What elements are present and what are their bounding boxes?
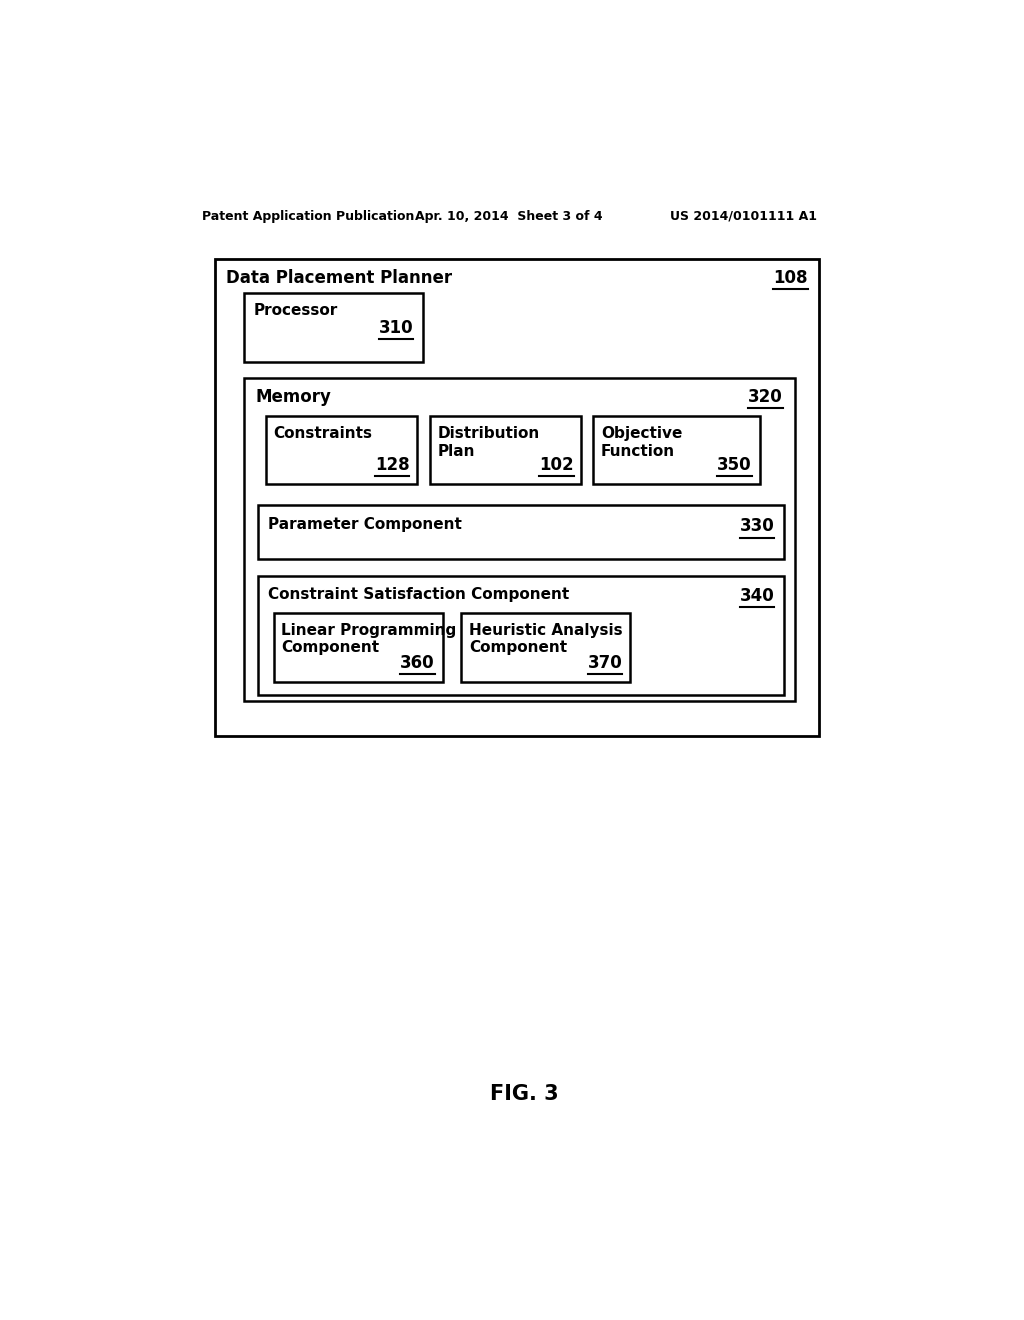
Text: 102: 102 bbox=[539, 457, 573, 474]
FancyBboxPatch shape bbox=[215, 259, 819, 737]
Text: Patent Application Publication: Patent Application Publication bbox=[202, 210, 414, 223]
Text: US 2014/0101111 A1: US 2014/0101111 A1 bbox=[671, 210, 817, 223]
FancyBboxPatch shape bbox=[258, 576, 783, 696]
Text: Constraint Satisfaction Component: Constraint Satisfaction Component bbox=[267, 586, 568, 602]
Text: 340: 340 bbox=[739, 586, 774, 605]
Text: Apr. 10, 2014  Sheet 3 of 4: Apr. 10, 2014 Sheet 3 of 4 bbox=[415, 210, 602, 223]
Text: Parameter Component: Parameter Component bbox=[267, 517, 462, 532]
Text: 108: 108 bbox=[773, 268, 808, 286]
Text: 320: 320 bbox=[749, 388, 783, 405]
Text: Heuristic Analysis
Component: Heuristic Analysis Component bbox=[469, 623, 623, 655]
Text: Data Placement Planner: Data Placement Planner bbox=[226, 268, 453, 286]
Text: 370: 370 bbox=[588, 653, 623, 672]
Text: Objective
Function: Objective Function bbox=[601, 426, 682, 459]
Text: 330: 330 bbox=[739, 517, 774, 535]
Text: FIG. 3: FIG. 3 bbox=[490, 1084, 559, 1104]
FancyBboxPatch shape bbox=[245, 293, 423, 363]
Text: 360: 360 bbox=[400, 653, 435, 672]
FancyBboxPatch shape bbox=[593, 416, 760, 484]
Text: 128: 128 bbox=[375, 457, 410, 474]
FancyBboxPatch shape bbox=[258, 506, 783, 558]
FancyBboxPatch shape bbox=[430, 416, 582, 484]
Text: Memory: Memory bbox=[256, 388, 332, 405]
Text: 310: 310 bbox=[379, 319, 414, 337]
FancyBboxPatch shape bbox=[273, 612, 442, 682]
Text: Linear Programming
Component: Linear Programming Component bbox=[282, 623, 457, 655]
FancyBboxPatch shape bbox=[266, 416, 417, 484]
FancyBboxPatch shape bbox=[461, 612, 630, 682]
Text: 350: 350 bbox=[717, 457, 752, 474]
Text: Distribution
Plan: Distribution Plan bbox=[438, 426, 541, 459]
Text: Constraints: Constraints bbox=[273, 426, 373, 441]
FancyBboxPatch shape bbox=[245, 378, 795, 701]
Text: Processor: Processor bbox=[254, 304, 338, 318]
